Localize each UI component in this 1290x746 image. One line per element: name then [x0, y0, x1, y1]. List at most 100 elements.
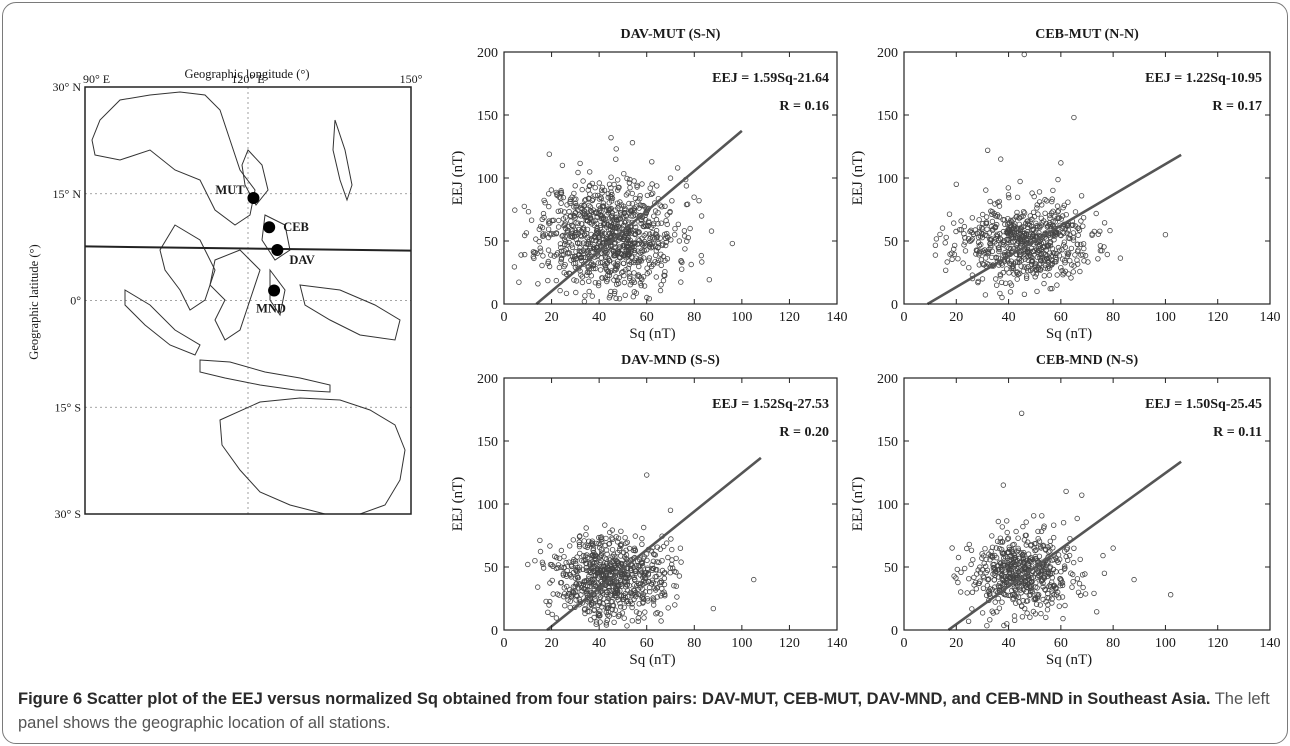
data-point	[621, 242, 627, 248]
data-point	[652, 552, 658, 558]
x-tick-label: 60	[640, 310, 654, 325]
data-point	[1091, 228, 1097, 235]
data-point	[1041, 273, 1047, 279]
data-point	[1040, 584, 1046, 590]
data-point	[992, 212, 998, 219]
data-point	[631, 582, 637, 588]
data-point	[599, 539, 605, 545]
data-point	[592, 192, 598, 198]
y-tick-label: 200	[477, 46, 498, 61]
data-point	[626, 545, 633, 552]
data-point	[1010, 596, 1016, 603]
data-point	[573, 220, 579, 226]
data-point	[939, 225, 946, 231]
data-point	[644, 265, 650, 271]
data-point	[635, 229, 641, 236]
y-tick-label: 200	[877, 372, 898, 387]
data-point	[653, 216, 660, 223]
data-point	[684, 238, 690, 244]
data-point	[1063, 211, 1069, 218]
data-point	[641, 580, 648, 586]
data-point	[638, 255, 644, 261]
data-point	[1061, 548, 1068, 554]
x-tick-label: 60	[640, 636, 654, 651]
coastline	[332, 119, 353, 202]
data-point	[1055, 244, 1062, 251]
x-axis-label: Sq (nT)	[1046, 652, 1092, 668]
data-point	[1075, 225, 1081, 231]
panel-title: DAV-MUT (S-N)	[621, 27, 721, 42]
data-point	[1079, 572, 1086, 578]
data-point	[1009, 561, 1015, 567]
data-point	[608, 134, 614, 141]
y-tick-label: 0	[891, 624, 898, 639]
data-point	[1014, 240, 1020, 247]
data-point	[589, 209, 595, 215]
data-point	[589, 197, 595, 204]
data-point	[566, 239, 572, 246]
data-point	[604, 551, 610, 557]
x-axis-label: Sq (nT)	[629, 652, 675, 668]
data-point	[622, 535, 628, 541]
data-point	[1071, 114, 1077, 121]
y-tick-label: 100	[877, 498, 898, 513]
data-point	[674, 594, 680, 600]
data-point	[546, 191, 552, 197]
regression-equation: EEJ = 1.52Sq-27.53	[712, 397, 829, 412]
data-point	[617, 547, 623, 554]
data-point	[629, 591, 635, 597]
data-point	[1047, 223, 1054, 230]
data-point	[576, 581, 583, 587]
map-lat-tick-label: 15° N	[53, 187, 82, 201]
data-point	[583, 230, 590, 237]
data-point	[1044, 607, 1051, 613]
data-point	[639, 181, 645, 187]
data-point	[1097, 243, 1104, 249]
data-point	[1021, 564, 1027, 571]
data-point	[640, 202, 647, 209]
data-point	[621, 615, 627, 621]
data-point	[566, 208, 572, 215]
data-point	[590, 564, 596, 571]
data-point	[623, 192, 630, 198]
data-point	[1038, 568, 1045, 574]
data-point	[601, 220, 608, 226]
data-point	[662, 231, 668, 237]
data-point	[951, 251, 958, 258]
data-point	[553, 615, 560, 621]
data-point	[604, 599, 610, 605]
data-point	[641, 283, 648, 289]
data-point	[624, 582, 630, 588]
data-point	[620, 242, 626, 249]
data-point	[1020, 523, 1026, 530]
data-point	[1054, 272, 1060, 278]
data-point	[1046, 265, 1053, 271]
station-marker	[247, 192, 260, 205]
data-point	[521, 203, 527, 210]
data-point	[623, 212, 629, 219]
data-point	[568, 257, 574, 263]
data-point	[618, 553, 624, 559]
data-point	[546, 602, 552, 608]
data-point	[655, 245, 661, 251]
data-point	[983, 249, 989, 255]
data-point	[608, 198, 615, 204]
data-point	[644, 270, 650, 277]
data-point	[620, 594, 626, 600]
data-point	[511, 264, 518, 270]
data-point	[639, 277, 645, 283]
data-point	[1030, 513, 1037, 519]
data-point	[593, 619, 600, 625]
data-point	[985, 249, 992, 256]
data-point	[1062, 225, 1068, 232]
data-point	[1025, 573, 1031, 580]
scatter-points	[511, 134, 736, 305]
data-point	[952, 242, 958, 249]
data-point	[1049, 590, 1055, 596]
data-point	[590, 263, 596, 269]
data-point	[1033, 271, 1040, 277]
data-point	[611, 181, 617, 188]
data-point	[664, 221, 670, 228]
data-point	[1013, 594, 1019, 600]
data-point	[639, 541, 645, 547]
